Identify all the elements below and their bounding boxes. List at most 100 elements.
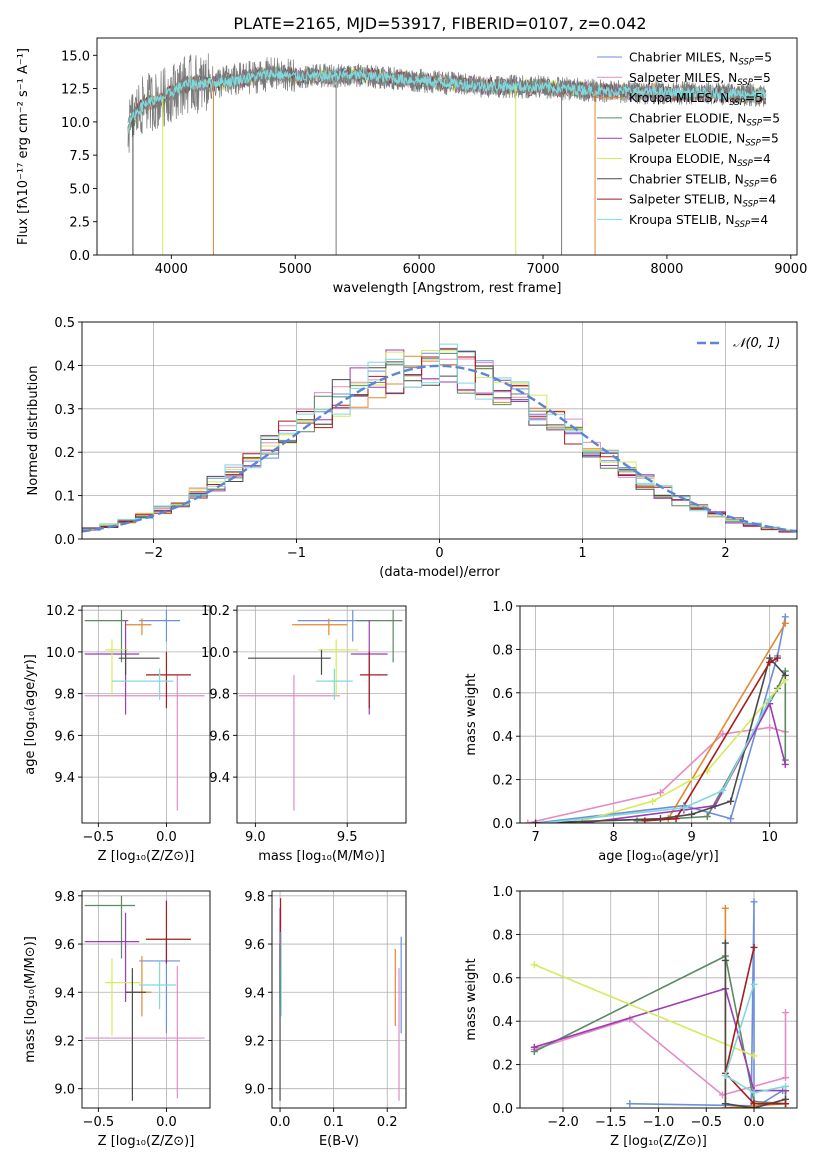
x-axis-label: Z [log₁₀(Z/Z⊙)] [98, 849, 195, 864]
figure-title: PLATE=2165, MJD=53917, FIBERID=0107, z=0… [233, 14, 646, 33]
errorbar-point [139, 610, 181, 642]
y-tick-label: 0.4 [492, 730, 513, 745]
x-tick-label: −0.5 [83, 1115, 115, 1130]
y-tick-label: 0.2 [492, 774, 513, 789]
legend-label-main: Kroupa STELIB, N [629, 213, 735, 227]
errorbar-point [315, 668, 353, 700]
weight-series-marker [782, 1009, 790, 1017]
weight-series-line [644, 657, 778, 822]
weight-series-marker [530, 1043, 538, 1051]
errorbar-point [146, 651, 191, 709]
weight-series-marker [781, 619, 789, 627]
axes-frame [81, 890, 211, 1109]
legend-label-sub: SSP [729, 98, 745, 108]
y-tick-label: 9.8 [244, 890, 265, 905]
plot-area [530, 898, 790, 1108]
y-tick-label: 0.6 [492, 972, 513, 987]
y-tick-label: 9.8 [54, 688, 75, 703]
x-tick-label: 8 [609, 830, 617, 845]
legend-label-main: Salpeter ELODIE, N [629, 132, 745, 146]
weight-series-line [574, 679, 786, 823]
legend-label-main: Kroupa MILES, N [629, 91, 729, 105]
x-tick-label: 4000 [155, 262, 188, 277]
legend-label-suffix: =4 [758, 193, 776, 207]
legend-label-sub: SSP [746, 118, 762, 128]
y-tick-label: 9.6 [244, 938, 265, 953]
legend-label: Chabrier ELODIE, NSSP=5 [629, 111, 780, 128]
x-axis-label: age [log₁₀(age/yr)] [598, 849, 719, 864]
y-tick-label: 9.4 [209, 771, 230, 786]
weight-series-line [724, 908, 786, 1108]
weight-series-marker [750, 943, 758, 951]
legend-label: Salpeter MILES, NSSP=5 [629, 71, 771, 88]
errorbar-point [84, 912, 140, 1002]
y-tick-label: 10.2 [46, 604, 75, 619]
y-tick-label: 2.5 [69, 216, 90, 231]
x-tick-label: 0.0 [156, 1115, 177, 1130]
errorbar-point [84, 965, 205, 1099]
errorbar-point [105, 958, 142, 1036]
y-tick-label: 7.5 [69, 149, 90, 164]
weight-series-marker [781, 613, 789, 621]
x-tick-label: 9 [688, 830, 696, 845]
y-axis-label: mass [log₁₀(M/M⊙)] [23, 936, 38, 1063]
histogram-step-line [82, 343, 797, 534]
legend-label: Salpeter ELODIE, NSSP=5 [629, 132, 779, 149]
normal-curve [82, 364, 797, 533]
x-tick-label: −0.5 [83, 830, 115, 845]
y-axis-label: Flux [fλ10⁻¹⁷ erg cm⁻² s⁻¹ A⁻¹] [16, 48, 31, 245]
panel-mass-vs-Z: −0.5 0.0 9.0 9.2 9.4 9.6 9.8 Z [log₁₀(Z/Z⊙)] mas… [23, 890, 211, 1149]
errorbar-point [292, 618, 348, 636]
y-tick-label: 9.4 [244, 986, 265, 1001]
weight-series-marker [766, 724, 774, 732]
errorbar-point [125, 968, 146, 1101]
y-tick-label: 9.4 [54, 986, 75, 1001]
legend-label: Salpeter STELIB, NSSP=4 [629, 193, 776, 210]
legend-label: Kroupa STELIB, NSSP=4 [629, 213, 768, 230]
x-tick-label: 2 [721, 546, 729, 561]
legend-label-main: Kroupa ELODIE, N [629, 152, 737, 166]
weight-series-marker [781, 671, 789, 679]
y-tick-label: 0.0 [54, 533, 75, 548]
legend-label: Kroupa ELODIE, NSSP=4 [629, 152, 771, 169]
legend-label-sub: SSP [745, 139, 761, 149]
y-tick-label: 5.0 [69, 182, 90, 197]
legend-label-main: Salpeter STELIB, N [629, 193, 742, 207]
weight-series-marker [750, 898, 758, 906]
y-tick-label: 9.4 [54, 771, 75, 786]
y-tick-label: 0.8 [492, 928, 513, 943]
errorbar-point [84, 674, 205, 811]
y-tick-label: 9.6 [209, 729, 230, 744]
legend-label-suffix: =5 [762, 111, 780, 125]
x-tick-label: 6000 [403, 262, 436, 277]
y-tick-label: 10.0 [46, 646, 75, 661]
model-spectrum-top-line [127, 68, 767, 134]
errorbar-point [360, 651, 388, 709]
weight-series-marker [773, 654, 781, 662]
errorbar-point [84, 895, 136, 959]
legend-label-main: Chabrier STELIB, N [629, 172, 744, 186]
errorbar-point [118, 649, 160, 675]
x-tick-label: 0.0 [156, 830, 177, 845]
weight-series-marker [524, 819, 532, 823]
legend-label-sub: SSP [742, 200, 758, 210]
plot-area [82, 343, 797, 535]
legend-label-main: Chabrier ELODIE, N [629, 111, 746, 125]
weight-series-marker [766, 658, 774, 666]
x-tick-label: 8000 [650, 262, 683, 277]
y-tick-label: 0.1 [54, 490, 75, 505]
weight-series-marker [721, 904, 729, 912]
weight-series-marker [782, 1082, 790, 1090]
x-tick-label: 9000 [774, 262, 807, 277]
weight-series-marker [782, 1100, 790, 1108]
y-tick-label: 0.0 [69, 249, 90, 264]
y-tick-label: 9.8 [54, 890, 75, 905]
plot-area [84, 895, 205, 1101]
y-tick-label: 0.8 [492, 643, 513, 658]
plot-area [279, 898, 402, 1101]
legend-label: Chabrier STELIB, NSSP=6 [629, 172, 777, 189]
x-tick-label: 1 [578, 546, 586, 561]
legend-label-sub: SSP [737, 78, 753, 88]
weight-series-line [533, 964, 755, 1057]
